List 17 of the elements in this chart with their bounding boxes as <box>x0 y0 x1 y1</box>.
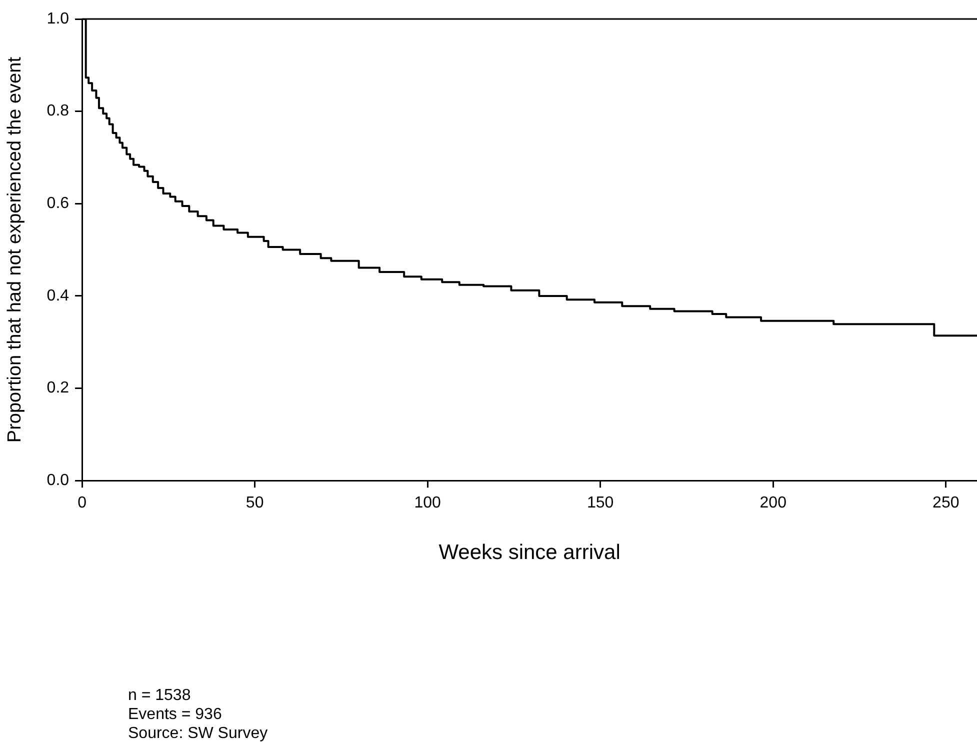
y-tick-label: 1.0 <box>46 10 70 28</box>
x-tick-label: 50 <box>246 494 264 512</box>
y-tick-label: 0.4 <box>46 287 70 304</box>
x-tick-label: 150 <box>587 494 614 512</box>
text: n = 1538 <box>128 687 191 704</box>
y-tick-label: 0.6 <box>46 195 70 212</box>
x-tick-label: 0 <box>78 494 87 512</box>
x-tick-label: 200 <box>760 494 787 512</box>
source-note: Source: SW Survey <box>128 725 268 742</box>
y-axis-title: Proportion that had not experienced the event <box>4 56 26 443</box>
y-tick-label: 0.2 <box>46 380 70 397</box>
x-tick-label: 100 <box>414 494 442 512</box>
y-tick-label: 0.8 <box>46 102 70 120</box>
x-axis-title: Weeks since arrival <box>438 541 620 564</box>
y-tick-label: 0.0 <box>46 472 70 490</box>
text: Events = 936 <box>128 706 222 723</box>
x-tick-label: 250 <box>932 494 960 512</box>
